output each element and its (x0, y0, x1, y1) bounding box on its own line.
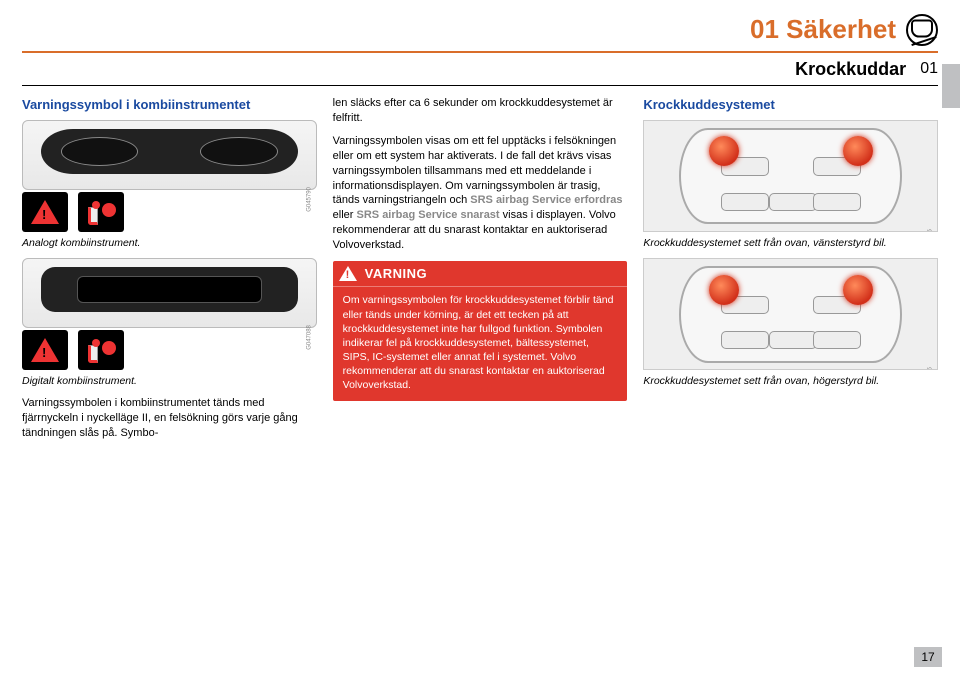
warning-symbol-row (22, 192, 317, 232)
rule-black (22, 85, 938, 86)
caption-analog: Analogt kombiinstrument. (22, 236, 317, 250)
warning-callout: VARNING Om varningssymbolen för krockkud… (333, 261, 628, 401)
image-code: G018666 (927, 367, 935, 370)
airbag-system-top-left-image: G018665 (643, 120, 938, 232)
airbag-system-top-right-image: G018666 (643, 258, 938, 370)
caption-digital: Digitalt kombiinstrument. (22, 374, 317, 388)
airbag-icon (843, 136, 873, 166)
col2-para2: Varningssymbolen visas om ett fel upptäc… (333, 134, 628, 253)
warning-triangle-icon (22, 192, 68, 232)
airbag-icon (709, 136, 739, 166)
caption-left-drive: Krockkuddesystemet sett från ovan, vänst… (643, 236, 938, 250)
image-code: G047088 (306, 325, 314, 350)
warning-symbol-row (22, 330, 317, 370)
header-title: 01 Säkerhet (750, 12, 896, 47)
seatbelt-icon (906, 14, 938, 46)
col2-para1: len släcks efter ca 6 sekunder om krockk… (333, 96, 628, 126)
warning-triangle-icon (339, 266, 357, 281)
page-header: 01 Säkerhet (0, 0, 960, 51)
column-middle: len släcks efter ca 6 sekunder om krockk… (333, 96, 628, 448)
image-code: G018665 (927, 229, 935, 232)
chapter-number: 01 (920, 58, 938, 80)
warning-label: VARNING (365, 265, 427, 283)
col3-heading: Krockkuddesystemet (643, 96, 938, 114)
chapter-tab (942, 64, 960, 108)
airbag-warning-icon (78, 192, 124, 232)
page-number: 17 (914, 647, 942, 667)
col1-heading: Varningssymbol i kombiinstrumentet (22, 96, 317, 114)
digital-instrument-image: G047088 (22, 258, 317, 328)
srs-text-2: SRS airbag Service snarast (357, 209, 500, 221)
column-right: Krockkuddesystemet G018665 Krockkuddesys… (643, 96, 938, 448)
analog-instrument-image: G045790 (22, 120, 317, 190)
caption-right-drive: Krockkuddesystemet sett från ovan, höger… (643, 374, 938, 388)
srs-text-1: SRS airbag Service erfordras (470, 194, 622, 206)
airbag-warning-icon (78, 330, 124, 370)
col1-paragraph: Varningssymbolen i kombiinstrumentet tän… (22, 396, 317, 441)
subheader: Krockkuddar 01 (0, 53, 960, 85)
warning-triangle-icon (22, 330, 68, 370)
section-title: Krockkuddar (795, 57, 906, 81)
column-left: Varningssymbol i kombiinstrumentet G0457… (22, 96, 317, 448)
warning-body: Om varningssymbolen för krockkuddesystem… (333, 287, 628, 392)
image-code: G045790 (306, 187, 314, 212)
airbag-icon (843, 275, 873, 305)
airbag-icon (709, 275, 739, 305)
